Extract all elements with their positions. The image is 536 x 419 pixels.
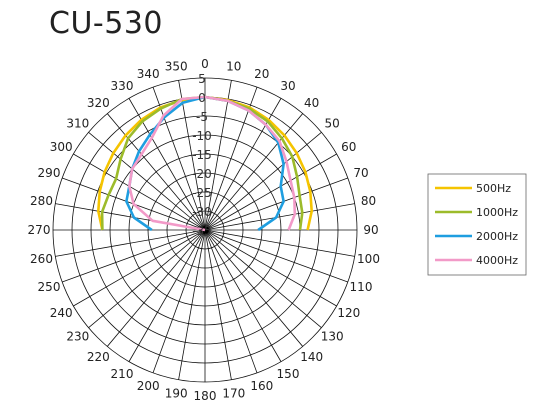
grid-spoke: [106, 113, 206, 231]
angle-tick-label: 300: [50, 140, 73, 154]
grid-spoke: [204, 229, 355, 257]
angle-tick-label: 120: [337, 306, 360, 320]
grid-spoke: [204, 80, 232, 231]
angle-tick-label: 80: [361, 194, 376, 208]
angle-tick-label: 10: [226, 60, 241, 74]
chart-title: CU-530: [49, 6, 163, 41]
angle-tick-label: 260: [30, 252, 53, 266]
angle-tick-label: 310: [66, 116, 89, 130]
grid-spoke: [204, 229, 282, 362]
angle-tick-label: 340: [137, 67, 160, 81]
grid-spoke: [204, 229, 322, 329]
angle-tick-label: 180: [194, 389, 217, 403]
grid-spoke: [88, 229, 206, 329]
angle-tick-label: 100: [357, 252, 380, 266]
angle-tick-label: 200: [137, 379, 160, 393]
angle-tick-label: 230: [66, 330, 89, 344]
series-line-4000hz: [128, 95, 297, 232]
angle-tick-label: 160: [250, 379, 273, 393]
angle-tick-label: 250: [38, 280, 61, 294]
grid-spoke: [88, 131, 206, 231]
grid-spoke: [204, 203, 355, 231]
grid-spoke: [178, 229, 206, 380]
angle-tick-label: 290: [38, 166, 61, 180]
grid-spoke: [204, 229, 348, 283]
legend-label: 4000Hz: [476, 254, 518, 267]
grid-spoke: [204, 113, 304, 231]
angle-tick-label: 150: [277, 367, 300, 381]
legend-label: 2000Hz: [476, 230, 518, 243]
grid-spoke: [204, 229, 258, 373]
grid-spoke: [73, 229, 206, 307]
angle-tick-label: 0: [201, 57, 209, 71]
angle-tick-label: 50: [325, 116, 340, 130]
angle-tick-label: 110: [350, 280, 373, 294]
radial-tick-label: 0: [198, 91, 206, 105]
grid-spoke: [62, 229, 206, 283]
angle-tick-label: 350: [165, 60, 188, 74]
angle-tick-label: 320: [87, 96, 110, 110]
angle-tick-label: 210: [111, 367, 134, 381]
grid-spoke: [204, 229, 304, 347]
grid-spoke: [204, 153, 337, 231]
angle-tick-label: 280: [30, 194, 53, 208]
angle-tick-label: 70: [353, 166, 368, 180]
radial-tick-labels: 5 0 -5 -10 -15 -20 -25 -30 -35: [192, 72, 212, 238]
grid-spoke: [55, 229, 206, 257]
angle-tick-label: 140: [300, 350, 323, 364]
angle-tick-label: 270: [28, 223, 51, 237]
grid-spoke: [204, 177, 348, 231]
grid-spoke: [128, 229, 206, 362]
grid-spoke: [204, 131, 322, 231]
legend: 500Hz 1000Hz 2000Hz 4000Hz: [427, 173, 527, 276]
angle-tick-labels: 0 102030405060708090100110120130140150160…: [28, 57, 380, 403]
grid-spoke: [73, 153, 206, 231]
angle-tick-label: 190: [165, 387, 188, 401]
radial-tick-label: -30: [192, 205, 212, 219]
angle-tick-label: 170: [222, 387, 245, 401]
grid-spoke: [152, 87, 206, 231]
series-layer: [97, 95, 313, 232]
legend-label: 500Hz: [476, 182, 511, 195]
grid-spoke: [204, 229, 232, 380]
radial-tick-label: -35: [192, 224, 212, 238]
angle-tick-label: 40: [304, 96, 319, 110]
angle-tick-label: 220: [87, 350, 110, 364]
angle-tick-label: 330: [111, 79, 134, 93]
radial-tick-label: -5: [196, 110, 208, 124]
grid-spoke: [152, 229, 206, 373]
legend-label: 1000Hz: [476, 206, 518, 219]
legend-box: [427, 173, 527, 276]
radial-tick-label: 5: [198, 72, 206, 86]
angle-tick-label: 20: [254, 67, 269, 81]
radial-tick-label: -20: [192, 167, 212, 181]
angle-tick-label: 130: [321, 330, 344, 344]
angle-tick-label: 60: [341, 140, 356, 154]
radial-tick-label: -25: [192, 186, 212, 200]
angle-tick-label: 240: [50, 306, 73, 320]
grid-spoke: [106, 229, 206, 347]
radial-tick-label: -10: [192, 129, 212, 143]
angle-tick-label: 90: [363, 223, 378, 237]
grid-spoke: [204, 229, 337, 307]
radial-tick-label: -15: [192, 148, 212, 162]
angle-tick-label: 30: [280, 79, 295, 93]
grid-spoke: [178, 80, 206, 231]
